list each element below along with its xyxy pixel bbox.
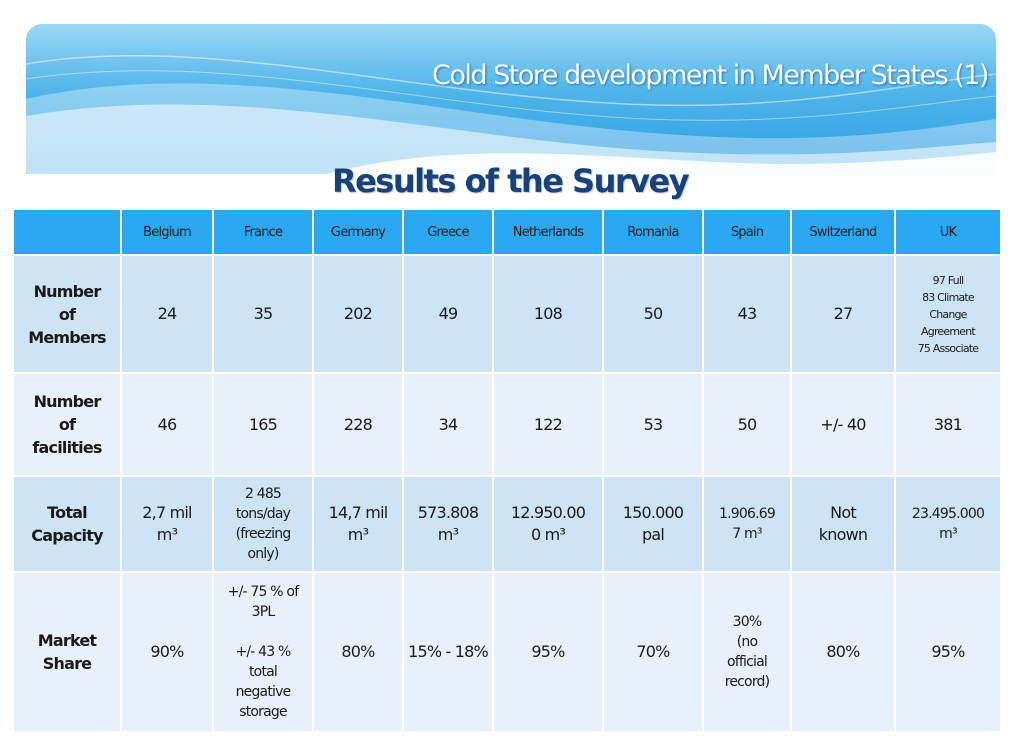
table-cell: 80% [790, 571, 896, 733]
table-cell: Not known [790, 475, 896, 573]
table-cell: 80% [312, 571, 404, 733]
table-header-row: Belgium France Germany Greece Netherland… [12, 208, 1002, 256]
table-cell: 202 [312, 254, 404, 374]
table-row: Number of facilities 46 165 228 34 122 5… [12, 372, 1002, 477]
column-header: UK [894, 208, 1002, 256]
table-cell: 108 [492, 254, 604, 374]
column-header: France [212, 208, 314, 256]
table-cell: 50 [702, 372, 792, 477]
row-header: Total Capacity [12, 475, 122, 573]
column-header: Spain [702, 208, 792, 256]
table-cell: 34 [402, 372, 494, 477]
table-row: Total Capacity 2,7 mil m³ 2 485 tons/day… [12, 475, 1002, 573]
table-cell: 70% [602, 571, 704, 733]
table-cell: 2 485 tons/day (freezing only) [212, 475, 314, 573]
table-cell: 95% [894, 571, 1002, 733]
table-cell: 46 [120, 372, 214, 477]
column-header: Germany [312, 208, 404, 256]
table-cell: 30% (no official record) [702, 571, 792, 733]
table-cell: 35 [212, 254, 314, 374]
table-cell: 15% - 18% [402, 571, 494, 733]
table-cell: +/- 40 [790, 372, 896, 477]
survey-table: Belgium France Germany Greece Netherland… [12, 208, 1002, 733]
column-header: Netherlands [492, 208, 604, 256]
table-cell: 2,7 mil m³ [120, 475, 214, 573]
table-cell: 24 [120, 254, 214, 374]
table-cell: 150.000 pal [602, 475, 704, 573]
table-cell: +/- 75 % of 3PL +/- 43 % total negative … [212, 571, 314, 733]
table-cell: 165 [212, 372, 314, 477]
table-cell: 90% [120, 571, 214, 733]
table-cell: 12.950.00 0 m³ [492, 475, 604, 573]
table-cell: 122 [492, 372, 604, 477]
table-cell: 50 [602, 254, 704, 374]
column-header: Switzerland [790, 208, 896, 256]
table-row: Market Share 90% +/- 75 % of 3PL +/- 43 … [12, 571, 1002, 733]
table-cell: 53 [602, 372, 704, 477]
table-cell: 49 [402, 254, 494, 374]
table-cell: 14,7 mil m³ [312, 475, 404, 573]
column-header: Greece [402, 208, 494, 256]
row-header: Number of Members [12, 254, 122, 374]
table-cell: 97 Full 83 Climate Change Agreement 75 A… [894, 254, 1002, 374]
column-header: Belgium [120, 208, 214, 256]
survey-subtitle: Results of the Survey [331, 162, 690, 200]
table-cell: 381 [894, 372, 1002, 477]
table-cell: 573.808 m³ [402, 475, 494, 573]
column-header: Romania [602, 208, 704, 256]
table-cell: 1.906.69 7 m³ [702, 475, 792, 573]
table-cell: 27 [790, 254, 896, 374]
slide-title: Cold Store development in Member States … [432, 60, 989, 91]
wave-decoration [26, 54, 996, 174]
table-cell: 95% [492, 571, 604, 733]
table-cell: 43 [702, 254, 792, 374]
row-header: Number of facilities [12, 372, 122, 477]
row-header: Market Share [12, 571, 122, 733]
header-corner [12, 208, 122, 256]
table-cell: 228 [312, 372, 404, 477]
table-row: Number of Members 24 35 202 49 108 50 43… [12, 254, 1002, 374]
table-cell: 23.495.000 m³ [894, 475, 1002, 573]
title-banner [26, 24, 996, 174]
